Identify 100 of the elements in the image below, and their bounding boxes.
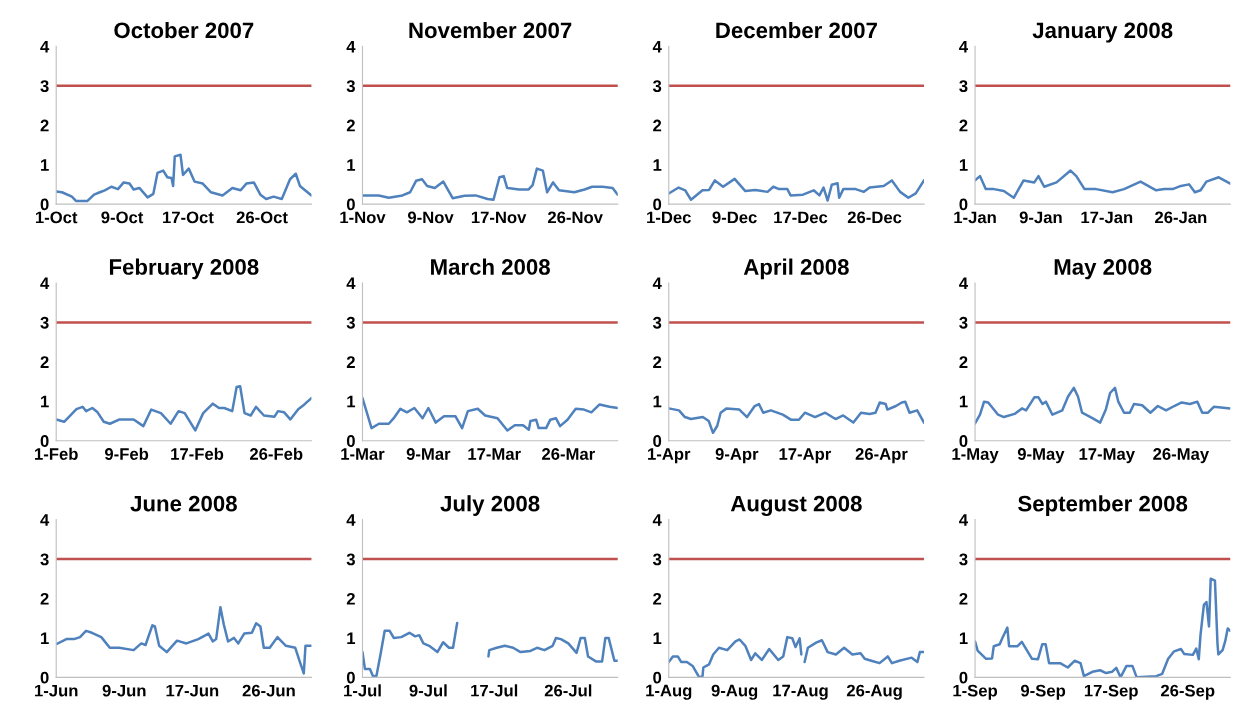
y-tick-label: 2 [346, 119, 355, 132]
x-tick-label: 1-Feb [35, 447, 78, 460]
x-tick-label: 9-Jun [102, 684, 146, 697]
y-tick-label: 0 [40, 671, 49, 684]
y-tick-label: 3 [40, 553, 49, 566]
y-tick-label: 0 [346, 671, 355, 684]
x-tick-label: 17-Sep [1084, 684, 1138, 700]
y-tick-label: 2 [346, 356, 355, 368]
y-tick-label: 0 [653, 435, 662, 447]
y-tick-label: 3 [959, 316, 968, 329]
y-tick-label: 2 [959, 356, 968, 368]
x-tick-label: 9-Apr [715, 448, 759, 464]
x-tick-label: 17-Dec [774, 211, 828, 224]
chart-title: March 2008 [431, 258, 550, 275]
y-tick-label: 3 [959, 553, 968, 566]
x-tick-label: 9-May [1017, 448, 1065, 464]
x-tick-label: 9-Sep [1020, 684, 1066, 700]
x-tick-label: 17-Jun [166, 684, 219, 697]
x-tick-label: 26-Nov [547, 211, 603, 224]
x-tick-label: 9-Nov [407, 211, 454, 224]
y-tick-label: 1 [653, 159, 662, 171]
chart-title: April 2008 [743, 258, 849, 280]
y-tick-label: 3 [40, 316, 49, 329]
x-tick-label: 17-Jan [1081, 211, 1133, 224]
x-tick-label: 26-Mar [542, 448, 595, 460]
y-tick-label: 4 [40, 514, 50, 526]
y-tick-label: 4 [346, 514, 356, 526]
x-tick-label: 9-Feb [104, 447, 149, 460]
x-tick-label: 1-Nov [340, 211, 386, 224]
x-tick-label: 26-Jan [1155, 211, 1207, 224]
x-tick-label: 26-Jun [242, 684, 295, 697]
chart-title: May 2008 [1054, 259, 1152, 280]
y-tick-label: 0 [653, 198, 662, 211]
chart-title: October 2007 [114, 21, 254, 39]
x-tick-label: 17-Mar [468, 448, 521, 460]
y-tick-label: 0 [40, 198, 49, 211]
x-tick-label: 9-Oct [101, 211, 144, 224]
y-tick-label: 2 [346, 592, 355, 605]
y-tick-label: 1 [41, 632, 49, 644]
x-tick-label: 17-Nov [471, 211, 527, 224]
y-tick-label: 2 [653, 119, 662, 132]
y-tick-label: 1 [959, 632, 968, 644]
x-tick-label: 26-Aug [846, 684, 902, 700]
chart-title: August 2008 [730, 495, 862, 516]
y-tick-label: 1 [653, 632, 662, 644]
y-tick-label: 3 [652, 80, 662, 93]
x-tick-label: 17-Aug [773, 684, 828, 700]
x-tick-label: 1-Apr [648, 448, 691, 464]
x-tick-label: 26-May [1153, 448, 1210, 464]
x-tick-label: 1-Oct [35, 211, 78, 224]
y-tick-label: 1 [347, 632, 356, 644]
x-tick-label: 26-Oct [236, 211, 288, 224]
y-tick-label: 4 [959, 514, 968, 526]
y-tick-label: 3 [959, 80, 968, 93]
y-tick-label: 3 [346, 316, 355, 329]
y-tick-label: 4 [40, 277, 50, 290]
x-tick-label: 17-Feb [171, 447, 224, 460]
y-tick-label: 4 [652, 514, 662, 526]
x-tick-label: 1-Sep [953, 684, 998, 700]
y-tick-label: 3 [346, 553, 355, 566]
x-tick-label: 17-Apr [779, 448, 832, 464]
x-tick-label: 26-Sep [1160, 684, 1215, 700]
y-tick-label: 2 [653, 592, 662, 605]
x-tick-label: 17-May [1079, 448, 1135, 464]
y-tick-label: 1 [347, 159, 356, 171]
x-tick-label: 1-Aug [646, 684, 692, 700]
y-tick-label: 4 [652, 40, 662, 53]
x-tick-label: 9-Dec [712, 211, 757, 224]
y-tick-label: 1 [347, 395, 356, 408]
x-tick-label: 17-Oct [163, 211, 214, 224]
x-tick-label: 17-Jul [471, 684, 518, 697]
y-tick-label: 2 [653, 356, 662, 368]
y-tick-label: 2 [40, 592, 49, 605]
y-tick-label: 4 [959, 277, 968, 290]
chart-title: June 2008 [130, 495, 237, 512]
y-tick-label: 1 [41, 395, 49, 408]
y-tick-label: 3 [652, 316, 662, 329]
x-tick-label: 9-Mar [406, 448, 451, 460]
x-tick-label: 9-Jan [1019, 211, 1062, 224]
y-tick-label: 0 [959, 671, 968, 684]
y-tick-label: 2 [40, 119, 49, 132]
y-tick-label: 3 [40, 80, 49, 93]
x-tick-label: 1-Mar [341, 448, 385, 460]
y-tick-label: 2 [40, 356, 49, 368]
y-tick-label: 0 [40, 435, 49, 447]
y-tick-label: 0 [346, 435, 355, 447]
y-tick-label: 4 [40, 40, 50, 53]
y-tick-label: 3 [652, 553, 662, 566]
x-tick-label: 26-Feb [249, 447, 303, 460]
y-tick-label: 3 [346, 80, 355, 93]
x-tick-label: 1-Jul [344, 684, 381, 697]
y-tick-label: 1 [959, 395, 968, 408]
x-tick-label: 1-Jan [954, 211, 996, 224]
y-tick-label: 4 [652, 277, 662, 290]
x-tick-label: 26-Jul [544, 684, 592, 697]
chart-title: November 2007 [409, 21, 572, 39]
x-tick-label: 9-Aug [711, 684, 758, 700]
chart-title: December 2007 [716, 21, 877, 39]
y-tick-label: 4 [959, 40, 968, 53]
chart-title: September 2008 [1018, 495, 1188, 516]
